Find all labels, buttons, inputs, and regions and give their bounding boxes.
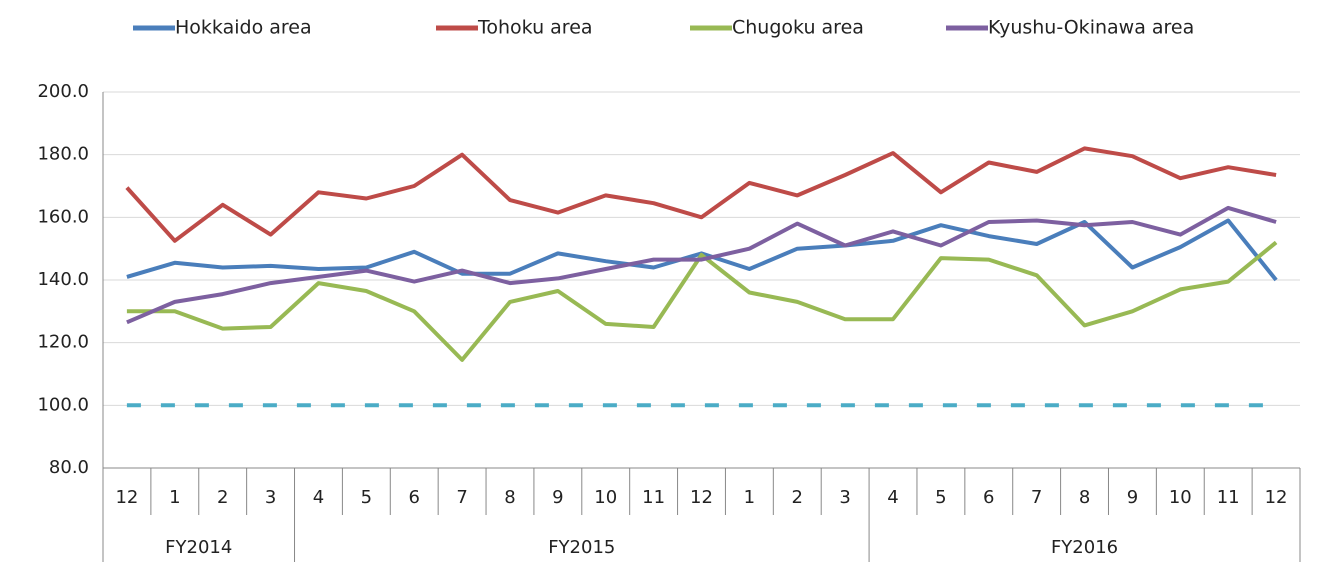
x-tick-label: 1: [169, 487, 180, 508]
x-tick-label: 1: [744, 487, 755, 508]
y-tick-label: 180.0: [37, 144, 89, 165]
x-tick-label: 8: [1079, 487, 1090, 508]
x-tick-label: 6: [983, 487, 994, 508]
x-tick-label: 7: [1031, 487, 1042, 508]
x-tick-label: 11: [1217, 487, 1240, 508]
x-tick-label: 6: [408, 487, 419, 508]
y-tick-label: 100.0: [37, 394, 89, 415]
x-tick-label: 3: [839, 487, 850, 508]
legend-label: Kyushu-Okinawa area: [988, 17, 1194, 39]
x-tick-label: 5: [935, 487, 946, 508]
x-tick-label: 4: [887, 487, 898, 508]
legend-label: Hokkaido area: [175, 17, 312, 39]
group-label: FY2014: [165, 537, 232, 558]
y-tick-label: 120.0: [37, 332, 89, 353]
x-tick-label: 10: [1169, 487, 1192, 508]
x-tick-label: 7: [456, 487, 467, 508]
x-tick-label: 9: [552, 487, 563, 508]
y-tick-label: 160.0: [37, 206, 89, 227]
x-tick-label: 10: [594, 487, 617, 508]
series-line: [125, 146, 1277, 243]
x-tick-label: 2: [792, 487, 803, 508]
legend-label: Chugoku area: [732, 17, 864, 39]
series-line: [126, 218, 1278, 282]
legend-label: Tohoku area: [477, 17, 593, 39]
x-tick-label: 9: [1127, 487, 1138, 508]
x-tick-label: 11: [642, 487, 665, 508]
x-tick-label: 8: [504, 487, 515, 508]
y-tick-label: 200.0: [37, 81, 89, 102]
series-line: [126, 205, 1277, 325]
y-tick-label: 140.0: [37, 269, 89, 290]
x-tick-label: 4: [313, 487, 324, 508]
y-tick-label: 80.0: [49, 457, 89, 478]
series-line: [126, 240, 1278, 362]
x-tick-label: 5: [361, 487, 372, 508]
x-tick-label: 3: [265, 487, 276, 508]
group-label: FY2015: [548, 537, 615, 558]
x-tick-label: 12: [690, 487, 713, 508]
x-tick-label: 2: [217, 487, 228, 508]
x-tick-label: 12: [1265, 487, 1288, 508]
x-tick-label: 12: [115, 487, 138, 508]
group-label: FY2016: [1051, 537, 1118, 558]
